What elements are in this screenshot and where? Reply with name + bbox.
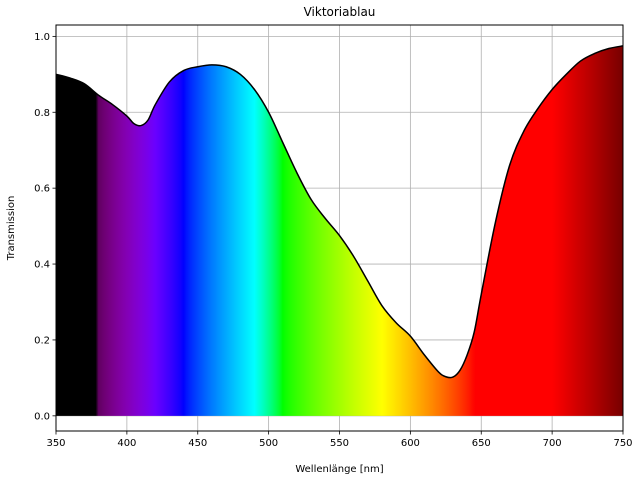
y-tick-label: 1.0 (34, 32, 50, 43)
x-tick-label: 650 (472, 438, 491, 449)
x-tick-label: 600 (401, 438, 420, 449)
chart-title: Viktoriablau (304, 5, 376, 19)
x-tick-label: 400 (117, 438, 136, 449)
y-tick-label: 0.6 (34, 184, 50, 195)
x-tick-label: 550 (330, 438, 349, 449)
x-tick-label: 750 (613, 438, 632, 449)
x-axis-label: Wellenlänge [nm] (295, 464, 383, 475)
y-tick-label: 0.8 (34, 108, 50, 119)
x-tick-label: 700 (543, 438, 562, 449)
x-tick-label: 450 (188, 438, 207, 449)
y-tick-label: 0.2 (34, 335, 50, 346)
ticks: 350 400 450 500 550 600 650 700 750 0.0 0.2 0.4 0.6 0… (34, 32, 632, 449)
y-tick-label: 0.4 (34, 260, 50, 271)
y-tick-label: 0.0 (34, 411, 50, 422)
x-tick-label: 500 (259, 438, 278, 449)
transmission-area (56, 45, 623, 416)
transmission-line (56, 45, 623, 379)
y-axis-label: Transmission (6, 196, 17, 262)
x-tick-label: 350 (46, 438, 65, 449)
